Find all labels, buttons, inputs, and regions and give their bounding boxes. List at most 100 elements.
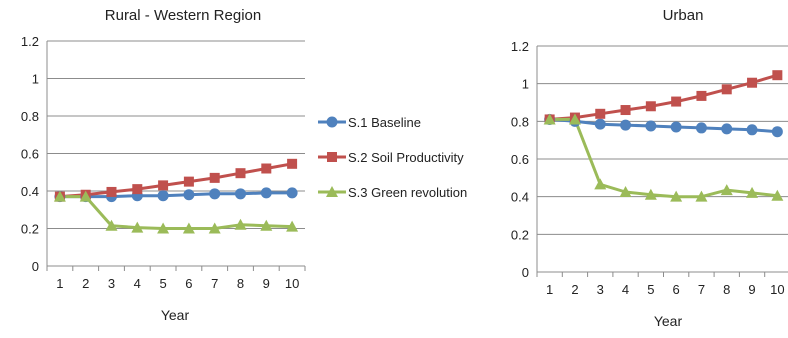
x-tick-label: 2 xyxy=(571,282,578,297)
legend-marker-circle xyxy=(326,116,338,128)
y-tick-label: 0.2 xyxy=(511,227,529,242)
data-point-square xyxy=(721,84,732,95)
data-point-square xyxy=(645,101,656,112)
data-point-square xyxy=(183,176,194,187)
x-tick-label: 5 xyxy=(647,282,654,297)
data-point-triangle xyxy=(182,222,195,234)
data-point-square xyxy=(620,105,631,116)
data-point-circle xyxy=(620,119,632,131)
data-point-square xyxy=(235,168,246,179)
data-point-square xyxy=(671,96,682,107)
data-point-circle xyxy=(183,189,195,201)
x-tick-label: 3 xyxy=(108,276,115,291)
y-tick-label: 0.8 xyxy=(511,114,529,129)
series-line-2 xyxy=(549,73,778,121)
data-point-circle xyxy=(746,124,758,136)
data-point-triangle xyxy=(53,190,66,202)
data-point-circle xyxy=(695,122,707,134)
series-line-2 xyxy=(59,162,293,199)
data-point-triangle xyxy=(720,184,733,196)
x-tick-label: 3 xyxy=(597,282,604,297)
data-point-square xyxy=(261,163,272,174)
y-tick-label: 0 xyxy=(32,259,39,274)
x-axis-label: Year xyxy=(161,307,190,323)
legend-label: S.3 Green revolution xyxy=(348,185,467,200)
data-point-triangle xyxy=(594,178,607,190)
x-tick-label: 6 xyxy=(185,276,192,291)
data-point-circle xyxy=(209,188,221,200)
data-point-circle xyxy=(260,187,272,199)
x-tick-label: 7 xyxy=(698,282,705,297)
data-point-circle xyxy=(771,126,783,138)
data-point-triangle xyxy=(79,190,92,202)
data-point-triangle xyxy=(771,189,784,201)
x-tick-label: 10 xyxy=(285,276,299,291)
x-tick-label: 8 xyxy=(723,282,730,297)
data-point-square xyxy=(772,70,783,81)
data-point-triangle xyxy=(568,113,581,125)
x-tick-label: 8 xyxy=(237,276,244,291)
data-point-circle xyxy=(157,190,169,202)
data-point-triangle xyxy=(286,220,299,232)
x-tick-label: 2 xyxy=(82,276,89,291)
y-tick-label: 0 xyxy=(522,265,529,280)
y-tick-label: 0.4 xyxy=(511,190,529,205)
series-line-3 xyxy=(59,195,293,230)
x-tick-label: 5 xyxy=(159,276,166,291)
y-tick-label: 0.6 xyxy=(21,147,39,162)
x-tick-label: 1 xyxy=(56,276,63,291)
rural-western-region-chart: Rural - Western Region Year 0 0.2 0.4 0.6 0.… xyxy=(21,7,306,323)
legend-item-green-revolution: S.3 Green revolution xyxy=(318,185,467,200)
urban-chart: Urban Year 0 0.2 0.4 0.6 0.8 1 1.2 1 2 3 4 5 6 7 8 9 10 xyxy=(511,7,788,329)
y-tick-label: 1.2 xyxy=(21,34,39,49)
y-tick-label: 0.2 xyxy=(21,222,39,237)
legend-label: S.2 Soil Productivity xyxy=(348,150,464,165)
x-tick-label: 4 xyxy=(622,282,629,297)
data-point-circle xyxy=(594,118,606,130)
data-point-circle xyxy=(645,120,657,132)
data-point-square xyxy=(132,184,143,195)
x-tick-label: 10 xyxy=(770,282,784,297)
y-tick-label: 1.2 xyxy=(511,39,529,54)
legend: S.1 Baseline S.2 Soil Productivity S.3 G… xyxy=(318,115,467,200)
data-point-square xyxy=(106,186,117,197)
data-point-triangle xyxy=(105,219,118,231)
data-point-triangle xyxy=(746,186,759,198)
x-tick-label: 4 xyxy=(134,276,141,291)
chart-title: Urban xyxy=(663,7,704,24)
x-tick-label: 9 xyxy=(748,282,755,297)
y-tick-label: 1 xyxy=(522,77,529,92)
data-point-circle xyxy=(721,123,733,135)
data-point-circle xyxy=(670,121,682,133)
legend-marker-triangle xyxy=(326,186,338,197)
data-point-triangle xyxy=(131,221,144,233)
y-tick-label: 0.4 xyxy=(21,184,39,199)
chart-title: Rural - Western Region xyxy=(105,7,261,24)
data-point-square xyxy=(287,158,298,169)
x-tick-label: 6 xyxy=(673,282,680,297)
data-point-circle xyxy=(286,187,298,199)
y-tick-label: 0.8 xyxy=(21,109,39,124)
legend-label: S.1 Baseline xyxy=(348,115,421,130)
data-point-triangle xyxy=(260,219,273,231)
x-tick-label: 9 xyxy=(263,276,270,291)
data-point-square xyxy=(696,90,707,101)
y-tick-label: 0.6 xyxy=(511,152,529,167)
series-line-1 xyxy=(59,191,293,199)
x-tick-label: 7 xyxy=(211,276,218,291)
legend-item-soil-productivity: S.2 Soil Productivity xyxy=(318,150,464,165)
series-line-1 xyxy=(549,117,778,134)
data-point-square xyxy=(209,172,220,183)
data-point-triangle xyxy=(234,218,247,230)
legend-item-baseline: S.1 Baseline xyxy=(318,115,421,130)
series-line-3 xyxy=(549,117,778,199)
data-point-triangle xyxy=(670,190,683,202)
x-tick-label: 1 xyxy=(546,282,553,297)
data-point-square xyxy=(747,77,758,88)
data-point-square xyxy=(595,108,606,119)
data-point-circle xyxy=(235,188,246,200)
legend-marker-square xyxy=(327,152,337,162)
y-tick-label: 1 xyxy=(32,72,39,87)
